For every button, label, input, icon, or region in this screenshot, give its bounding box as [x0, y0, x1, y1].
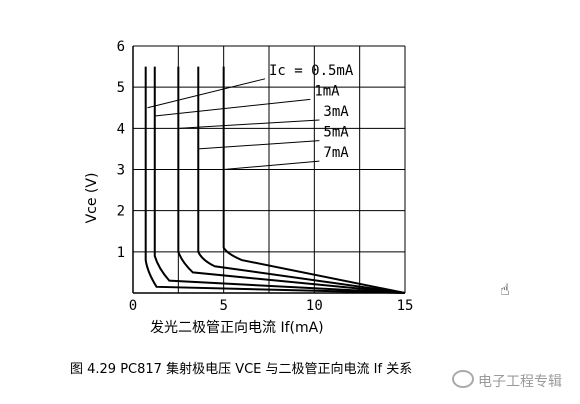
annotation-label: 1mA	[314, 83, 340, 99]
annotation-leader-line	[178, 119, 320, 129]
y-tick-label: 4	[117, 121, 125, 137]
annotation-leader-line	[147, 78, 266, 109]
annotation-leader-line	[198, 140, 320, 150]
annotation-label: 3mA	[323, 104, 349, 120]
watermark: 电子工程专辑	[452, 370, 562, 391]
y-tick-label: 3	[117, 163, 125, 179]
series-curve	[222, 66, 406, 294]
grid	[133, 45, 406, 293]
figure-caption: 图 4.29 PC817 集射极电压 VCE 与二极管正向电流 If 关系	[70, 362, 413, 377]
x-tick-label: 0	[129, 298, 137, 314]
series	[144, 66, 406, 294]
x-tick-label: 5	[219, 298, 227, 314]
wechat-icon	[452, 370, 474, 388]
series-curve	[153, 66, 406, 294]
annotation-label: 7mA	[323, 145, 349, 161]
series-curve	[177, 66, 406, 294]
y-tick-label: 6	[117, 39, 125, 55]
y-axis-label: Vce (V)	[84, 173, 100, 224]
annotation-label: 5mA	[323, 125, 349, 141]
watermark-text: 电子工程专辑	[478, 374, 562, 390]
series-curve	[197, 66, 406, 294]
x-tick-label: 15	[397, 298, 414, 314]
annotation-label: Ic = 0.5mA	[269, 63, 354, 79]
hand-cursor-icon: ☝	[500, 280, 510, 299]
x-axis-label: 发光二极管正向电流 If(mA)	[150, 320, 324, 336]
annotation-leader-line	[223, 160, 320, 170]
annotations: Ic = 0.5mA 1mA 3mA 5mA 7mA	[147, 63, 354, 170]
y-tick-label: 2	[117, 204, 125, 220]
axes	[132, 46, 405, 294]
x-tick-label: 10	[306, 298, 323, 314]
y-tick-label: 1	[117, 245, 125, 261]
ticks: 0 5 10 15 1 2 3 4 5 6	[117, 39, 414, 314]
series-curve	[144, 66, 406, 294]
y-tick-label: 5	[117, 80, 125, 96]
annotation-leader-line	[154, 98, 311, 117]
